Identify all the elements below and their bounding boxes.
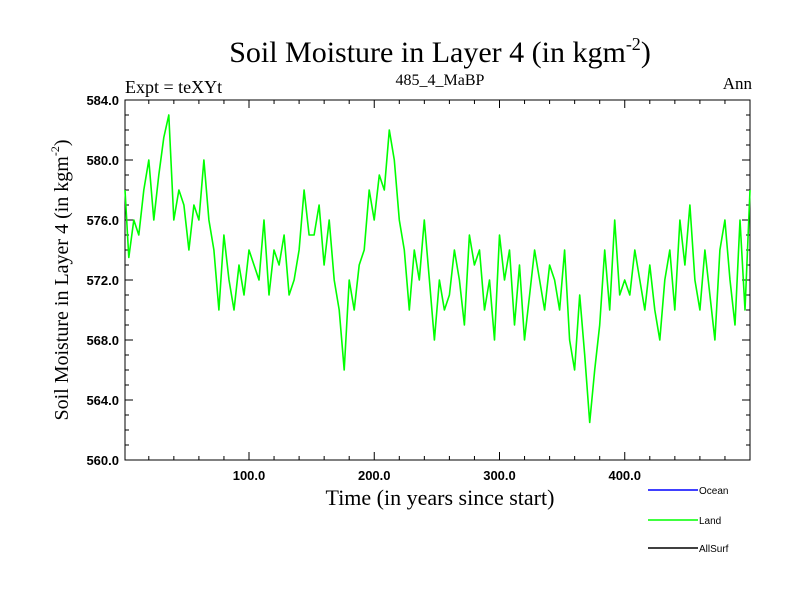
x-tick-label: 100.0 — [233, 468, 266, 483]
y-axis-label-end: ) — [51, 139, 73, 146]
experiment-label: Expt = teXYt — [125, 77, 222, 97]
run-label: 485_4_MaBP — [396, 72, 485, 89]
plot-area — [124, 99, 751, 461]
y-tick-label: 564.0 — [86, 393, 119, 408]
y-tick-label: 572.0 — [86, 273, 119, 288]
x-axis: 100.0 200.0 300.0 400.0 — [148, 100, 726, 483]
y-tick-label: 580.0 — [86, 153, 119, 168]
x-tick-label: 400.0 — [608, 468, 641, 483]
legend: Ocean Land AllSurf — [648, 486, 729, 555]
chart-title-end: ) — [641, 36, 651, 69]
legend-label-ocean: Ocean — [699, 486, 728, 497]
series-layer — [124, 114, 751, 424]
chart-title-superscript: -2 — [626, 34, 641, 54]
y-tick-label: 560.0 — [86, 453, 119, 468]
y-tick-label: 568.0 — [86, 333, 119, 348]
series-line-land — [124, 114, 751, 424]
y-tick-label: 584.0 — [86, 93, 119, 108]
x-tick-label: 200.0 — [358, 468, 391, 483]
y-axis-label: Soil Moisture in Layer 4 (in kgm-2) — [48, 139, 73, 420]
x-axis-label: Time (in years since start) — [326, 485, 555, 510]
y-axis-label-superscript: -2 — [48, 146, 62, 156]
legend-label-allsurf: AllSurf — [699, 544, 729, 555]
x-tick-label: 300.0 — [483, 468, 516, 483]
chart-title: Soil Moisture in Layer 4 (in kgm-2) — [229, 34, 651, 69]
legend-label-land: Land — [699, 516, 721, 527]
y-tick-label: 576.0 — [86, 213, 119, 228]
season-label: Ann — [723, 74, 753, 93]
